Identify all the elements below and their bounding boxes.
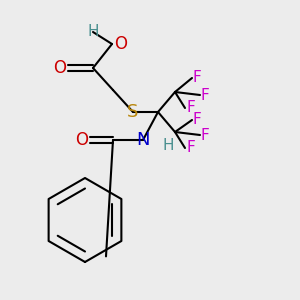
Text: O: O (53, 59, 66, 77)
Text: N: N (136, 131, 150, 149)
Text: H: H (87, 25, 99, 40)
Text: F: F (187, 100, 196, 116)
Text: F: F (192, 70, 201, 86)
Text: S: S (127, 103, 139, 121)
Text: O: O (114, 35, 127, 53)
Text: F: F (200, 88, 209, 103)
Text: H: H (162, 139, 173, 154)
Text: O: O (75, 131, 88, 149)
Text: F: F (200, 128, 209, 142)
Text: F: F (187, 140, 196, 155)
Text: F: F (192, 112, 201, 128)
